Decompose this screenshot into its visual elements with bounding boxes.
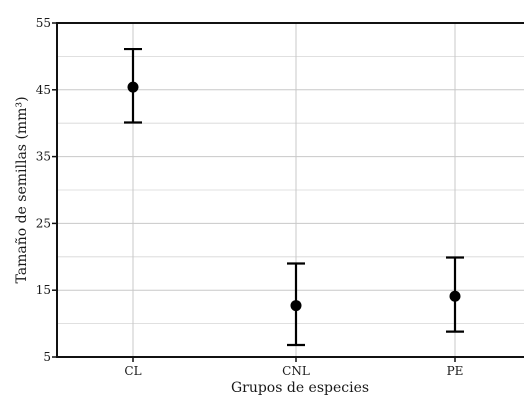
data-point xyxy=(290,300,302,312)
x-tick-label: CNL xyxy=(282,364,310,378)
x-tick-label: PE xyxy=(447,364,464,378)
y-tick-label: 55 xyxy=(36,16,51,30)
y-tick-label: 45 xyxy=(36,83,51,97)
y-axis-ticks: 5 15 25 35 45 55 xyxy=(36,16,57,364)
data-point xyxy=(127,81,139,93)
x-tick-label: CL xyxy=(124,364,141,378)
plot-frame xyxy=(56,22,524,358)
y-tick-label: 25 xyxy=(36,216,51,230)
data-marks xyxy=(124,47,464,347)
y-tick-label: 35 xyxy=(36,150,51,164)
y-tick-label: 5 xyxy=(43,350,51,364)
x-axis-ticks: CL CNL PE xyxy=(124,357,463,378)
x-axis-label: Grupos de especies xyxy=(231,380,369,396)
grid xyxy=(57,23,524,357)
y-axis-label: Tamaño de semillas (mm³) xyxy=(14,96,30,283)
y-tick-label: 15 xyxy=(36,283,51,297)
data-point xyxy=(449,290,461,302)
